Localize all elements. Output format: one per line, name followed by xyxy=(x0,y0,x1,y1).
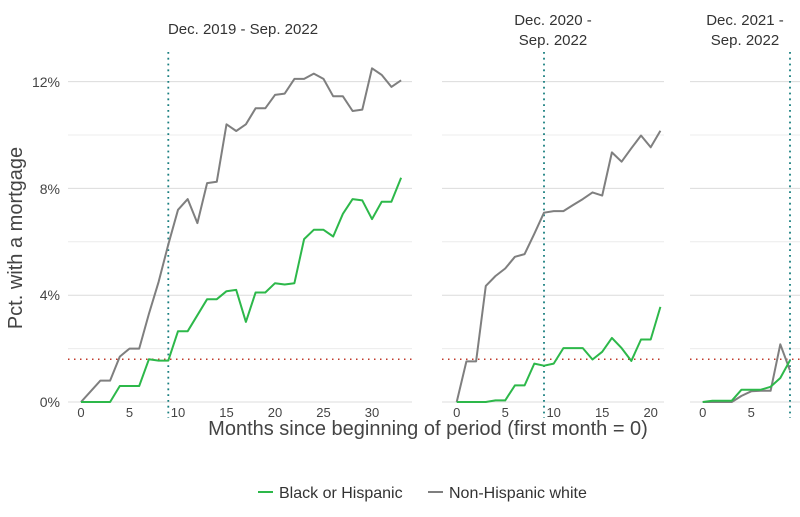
x-tick-label: 25 xyxy=(316,405,330,420)
series-line-non-hispanic-white xyxy=(702,343,791,403)
x-tick-label: 5 xyxy=(502,405,509,420)
x-tick-label: 15 xyxy=(219,405,233,420)
y-tick-label: 8% xyxy=(40,181,60,197)
y-tick-label: 4% xyxy=(40,287,60,303)
panel-2-title-line-1: Dec. 2020 - xyxy=(514,12,592,29)
y-tick-label: 12% xyxy=(32,74,60,90)
x-tick-label: 0 xyxy=(453,405,460,420)
x-tick-label: 10 xyxy=(546,405,560,420)
series-line-non-hispanic-white xyxy=(455,130,662,403)
legend-label-non-hispanic-white: Non-Hispanic white xyxy=(449,485,587,502)
series-line-non-hispanic-white xyxy=(80,67,402,403)
legend: Black or Hispanic Non-Hispanic white xyxy=(258,485,587,502)
y-tick-label: 0% xyxy=(40,394,60,410)
x-tick-label: 30 xyxy=(365,405,379,420)
series-line-black-or-hispanic xyxy=(456,306,662,403)
legend-label-black-hispanic: Black or Hispanic xyxy=(279,485,403,502)
x-tick-label: 15 xyxy=(595,405,609,420)
x-tick-label: 10 xyxy=(171,405,185,420)
x-tick-label: 5 xyxy=(748,405,755,420)
series-line-black-or-hispanic xyxy=(81,177,403,403)
x-tick-label: 0 xyxy=(699,405,706,420)
y-axis-label: Pct. with a mortgage xyxy=(5,147,27,329)
x-tick-label: 5 xyxy=(126,405,133,420)
x-axis-label: Months since beginning of period (first … xyxy=(208,418,648,440)
panel-2-title-line-2: Sep. 2022 xyxy=(519,32,587,49)
x-tick-label: 0 xyxy=(77,405,84,420)
panel-1-title: Dec. 2019 - Sep. 2022 xyxy=(168,21,318,38)
panel-3-title-line-2: Sep. 2022 xyxy=(711,32,779,49)
panel-3-title-line-1: Dec. 2021 - xyxy=(706,12,784,29)
series-line-black-or-hispanic xyxy=(702,359,791,403)
x-tick-label: 20 xyxy=(643,405,657,420)
x-tick-label: 20 xyxy=(268,405,282,420)
